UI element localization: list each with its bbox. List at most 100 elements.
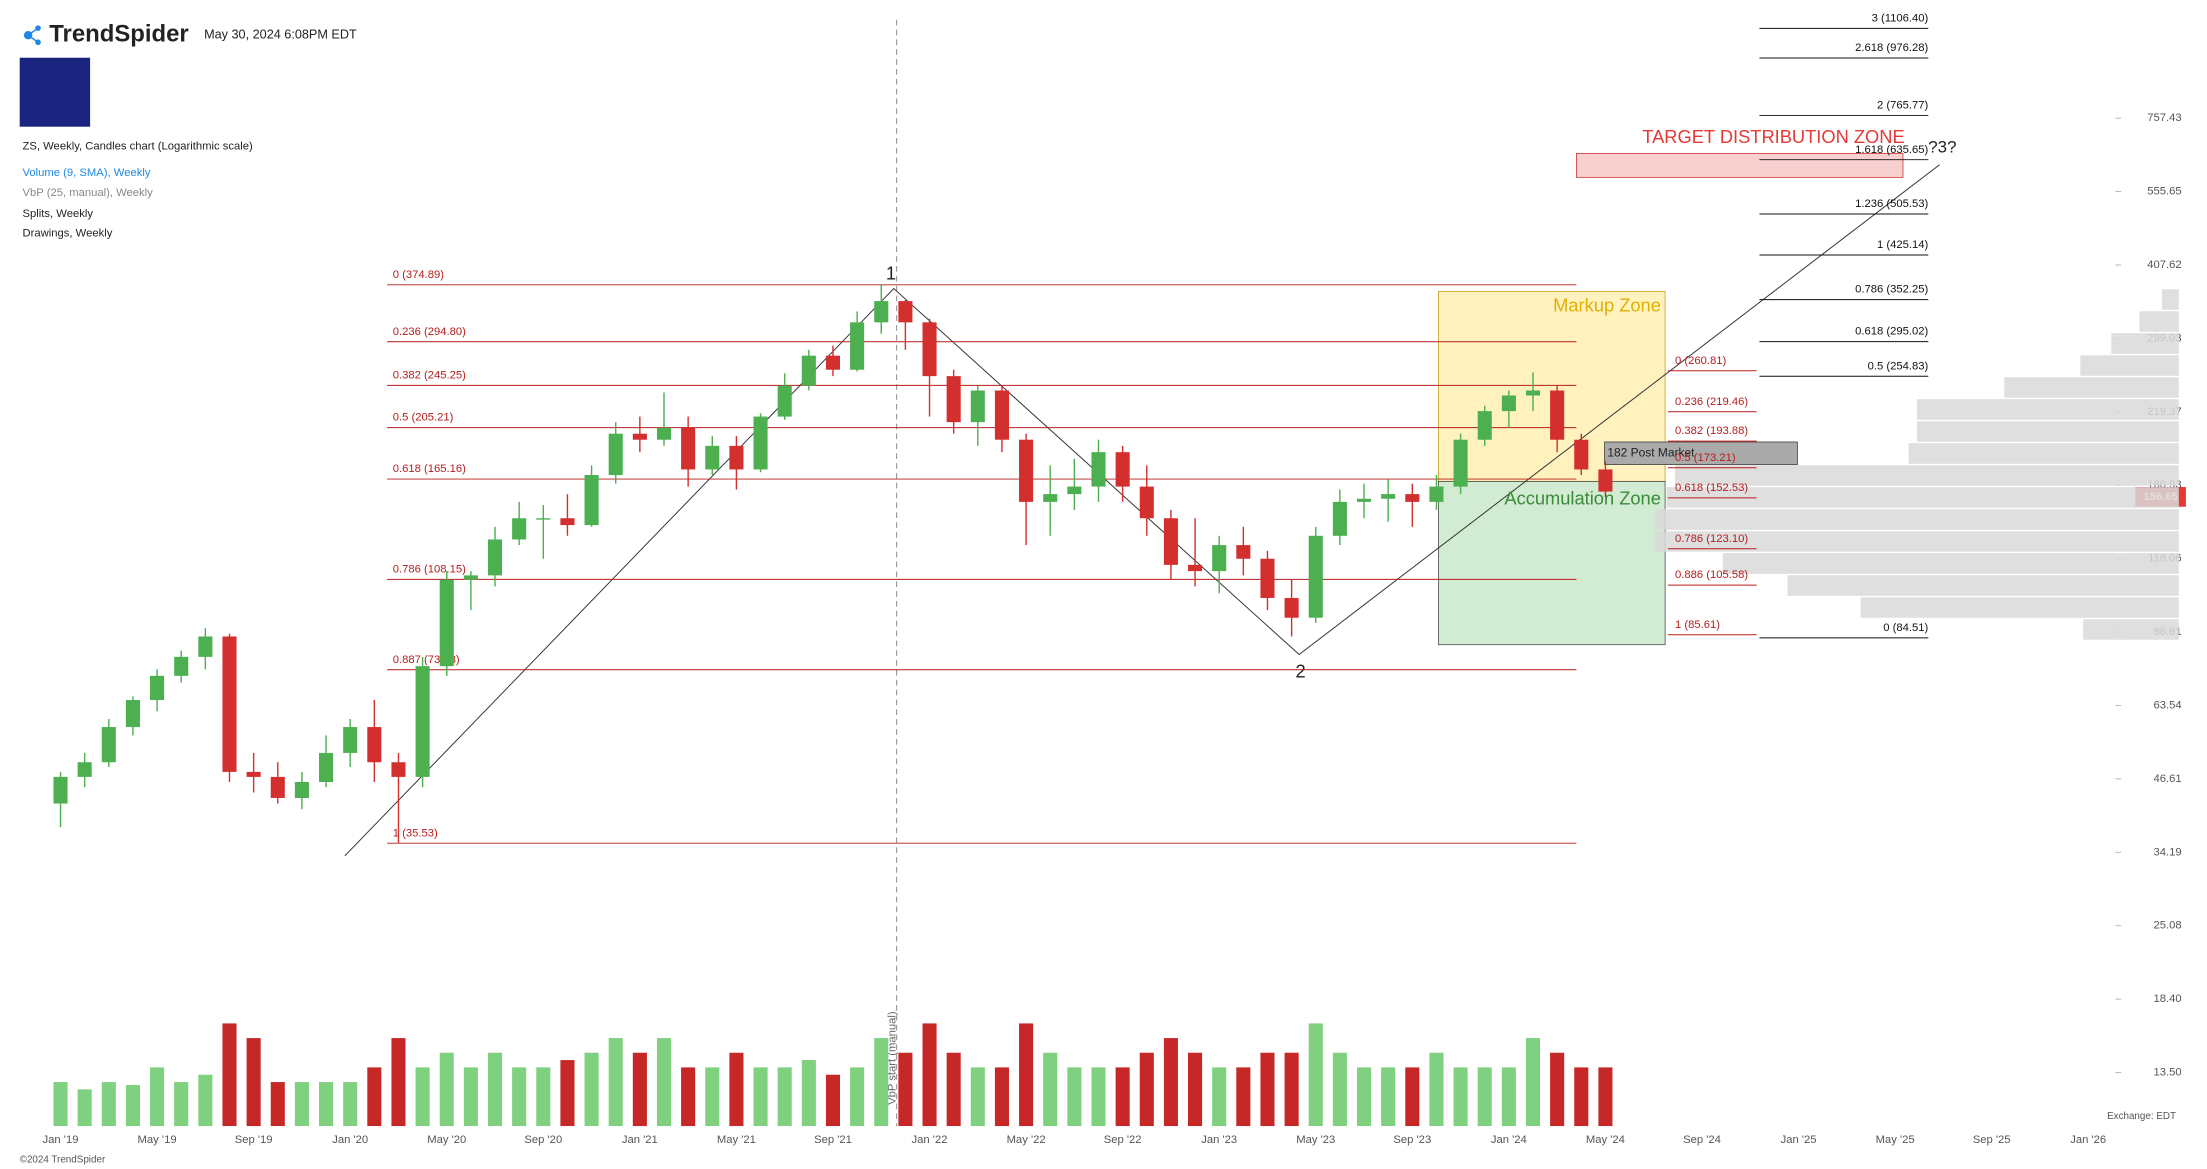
volume-bar bbox=[125, 1084, 140, 1127]
post-market-box bbox=[1604, 441, 1798, 465]
volume-bar bbox=[198, 1074, 213, 1127]
candle-body bbox=[391, 762, 406, 777]
volume-bar bbox=[1429, 1052, 1444, 1127]
y-tick-label: 34.19 bbox=[2154, 846, 2182, 858]
candle-body bbox=[1381, 494, 1396, 499]
fib-label: 0.618 (295.02) bbox=[1855, 326, 1928, 338]
volume-bar bbox=[415, 1067, 430, 1127]
x-tick-label: May '24 bbox=[1586, 1134, 1625, 1146]
x-tick-label: Sep '24 bbox=[1683, 1134, 1721, 1146]
x-tick-label: Jan '22 bbox=[912, 1134, 948, 1146]
legend-line: Drawings, Weekly bbox=[23, 228, 113, 240]
candle-body bbox=[656, 427, 672, 440]
candle-body bbox=[994, 390, 1009, 440]
candle-body bbox=[922, 322, 937, 377]
volume-bar bbox=[898, 1052, 913, 1127]
x-tick-label: May '21 bbox=[717, 1134, 756, 1146]
volume-bar bbox=[101, 1082, 116, 1127]
fib-label: 0.236 (294.80) bbox=[393, 326, 466, 338]
fib-label: 0 (374.89) bbox=[393, 269, 445, 281]
candle-body bbox=[946, 376, 961, 423]
volume-bar bbox=[77, 1089, 92, 1127]
wave-label: ?3? bbox=[1928, 137, 1956, 156]
fib-label: 0.786 (123.10) bbox=[1675, 533, 1748, 545]
vbp-bar bbox=[1655, 531, 2179, 552]
volume-bar bbox=[391, 1038, 406, 1127]
vbp-bar bbox=[2080, 355, 2179, 376]
volume-bar bbox=[343, 1082, 358, 1127]
candle-body bbox=[777, 385, 792, 417]
volume-bar bbox=[1236, 1067, 1251, 1127]
x-tick-label: Sep '20 bbox=[524, 1134, 562, 1146]
volume-bar bbox=[946, 1052, 961, 1127]
candle-body bbox=[1405, 494, 1420, 502]
volume-bar bbox=[1574, 1067, 1589, 1127]
vbp-bar bbox=[1655, 509, 2179, 530]
vbp-bar bbox=[2004, 377, 2179, 398]
candle-body bbox=[415, 666, 430, 777]
volume-bar bbox=[439, 1052, 454, 1127]
volume-bar bbox=[753, 1067, 768, 1127]
candle-body bbox=[487, 539, 503, 576]
fib-label: 0.886 (105.58) bbox=[1675, 569, 1748, 581]
candle-body bbox=[270, 776, 285, 798]
vbp-bar bbox=[1674, 465, 2179, 486]
volume-bar bbox=[246, 1038, 261, 1127]
y-tick-label: 555.65 bbox=[2147, 186, 2181, 198]
candle-body bbox=[1163, 518, 1178, 565]
candle-body bbox=[1598, 469, 1613, 492]
volume-bar bbox=[1453, 1067, 1468, 1127]
volume-bar bbox=[632, 1052, 647, 1127]
x-tick-label: Jan '23 bbox=[1201, 1134, 1237, 1146]
volume-bar bbox=[536, 1067, 551, 1127]
company-logo bbox=[19, 57, 91, 127]
volume-bar bbox=[729, 1052, 744, 1127]
volume-bar bbox=[1139, 1052, 1154, 1127]
x-tick-label: Jan '24 bbox=[1491, 1134, 1527, 1146]
vbp-bar bbox=[2139, 311, 2179, 332]
vbp-bar bbox=[2083, 619, 2179, 640]
candle-body bbox=[246, 771, 261, 777]
fib-label: 3 (1106.40) bbox=[1872, 12, 1929, 24]
candle-body bbox=[294, 781, 309, 798]
candle-body bbox=[1260, 558, 1275, 598]
candle-body bbox=[584, 475, 599, 526]
vbp-bar bbox=[1722, 553, 2179, 574]
candle-body bbox=[319, 752, 334, 782]
volume-bar bbox=[270, 1082, 285, 1127]
volume-bar bbox=[801, 1060, 816, 1127]
candle-body bbox=[1139, 486, 1154, 519]
brand-logo bbox=[23, 25, 41, 46]
x-tick-label: May '23 bbox=[1296, 1134, 1335, 1146]
volume-bar bbox=[681, 1067, 696, 1127]
fib-label: 0 (84.51) bbox=[1883, 622, 1928, 634]
fib-label: 1 (35.53) bbox=[393, 827, 438, 839]
legend-line: VbP (25, manual), Weekly bbox=[23, 187, 154, 199]
fib-label: 0.786 (108.15) bbox=[393, 564, 466, 576]
candle-body bbox=[343, 727, 358, 753]
volume-bar bbox=[705, 1067, 720, 1127]
volume-bar bbox=[1067, 1067, 1082, 1127]
volume-bar bbox=[487, 1052, 503, 1127]
y-tick-label: 25.08 bbox=[2154, 920, 2182, 932]
candle-body bbox=[681, 427, 696, 470]
wave-label: 2 bbox=[1295, 661, 1305, 682]
candle-body bbox=[1236, 545, 1251, 559]
candle-body bbox=[367, 727, 382, 763]
candle-body bbox=[825, 355, 841, 370]
candle-body bbox=[1525, 390, 1541, 396]
volume-bar bbox=[1115, 1067, 1130, 1127]
volume-bar bbox=[970, 1067, 985, 1127]
volume-bar bbox=[174, 1082, 189, 1127]
volume-bar bbox=[1501, 1067, 1516, 1127]
x-tick-label: May '19 bbox=[138, 1134, 177, 1146]
volume-bar bbox=[1188, 1052, 1203, 1127]
fib-label: 1 (425.14) bbox=[1877, 239, 1929, 251]
x-tick-label: Sep '23 bbox=[1393, 1134, 1431, 1146]
candle-body bbox=[850, 322, 865, 370]
fib-label: 0.786 (352.25) bbox=[1855, 284, 1928, 296]
vbp-bar bbox=[2111, 333, 2179, 354]
volume-bar bbox=[1260, 1052, 1275, 1127]
y-tick-label: 46.61 bbox=[2154, 773, 2182, 785]
candle-body bbox=[1188, 564, 1203, 572]
